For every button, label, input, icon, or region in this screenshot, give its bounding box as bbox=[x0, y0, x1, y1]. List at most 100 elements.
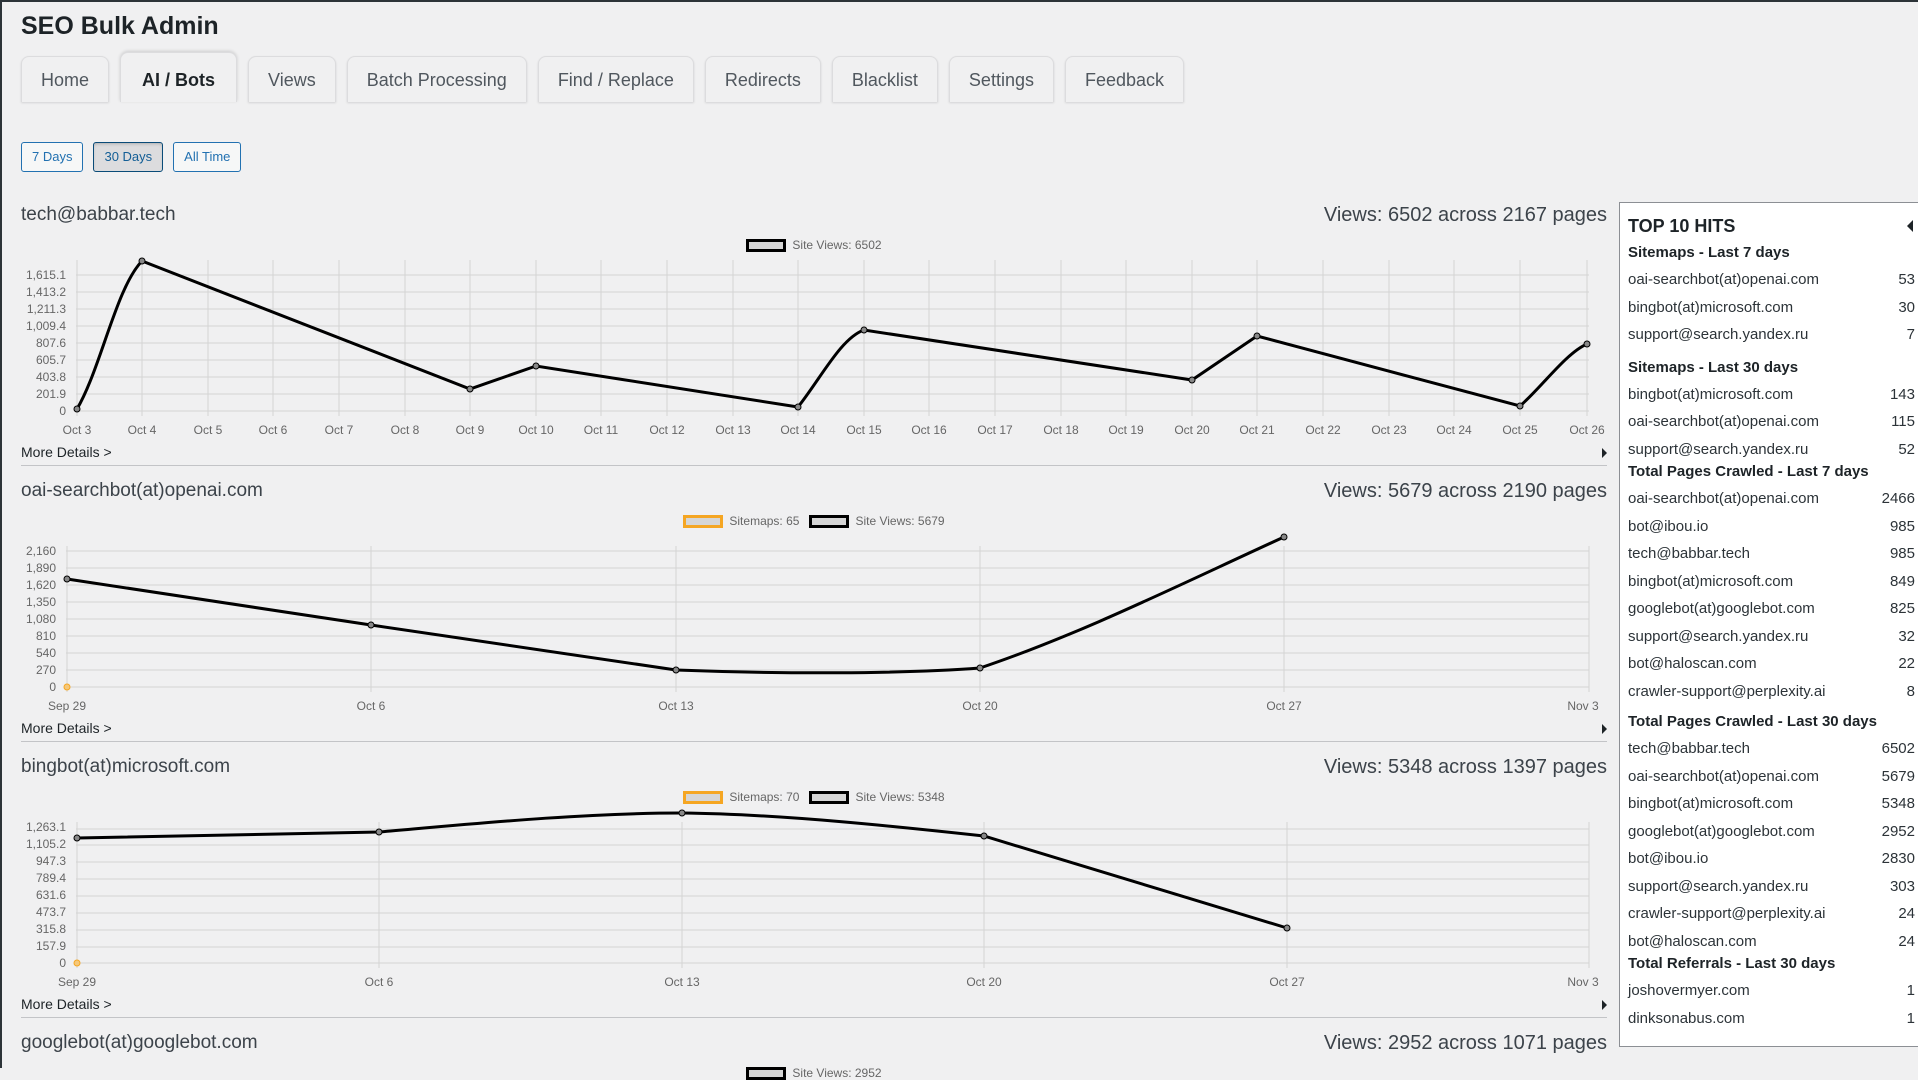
tab-redirects[interactable]: Redirects bbox=[704, 56, 821, 102]
range-7-days-button[interactable]: 7 Days bbox=[21, 142, 84, 172]
item-name: bingbot(at)microsoft.com bbox=[1628, 298, 1794, 316]
svg-text:Oct 13: Oct 13 bbox=[664, 975, 700, 989]
svg-text:1,890: 1,890 bbox=[26, 561, 56, 575]
item-name: support@search.yandex.ru bbox=[1628, 627, 1809, 645]
chart-legend: Sitemaps: 70 Site Views: 5348 bbox=[21, 790, 1607, 804]
legend-swatch bbox=[809, 790, 850, 804]
svg-text:Oct 3: Oct 3 bbox=[63, 423, 92, 437]
grid bbox=[76, 822, 1590, 968]
item-name: bingbot(at)microsoft.com bbox=[1628, 572, 1794, 590]
svg-text:1,009.4: 1,009.4 bbox=[26, 319, 66, 333]
svg-text:Oct 4: Oct 4 bbox=[128, 423, 157, 437]
y-axis-labels: 0 157.9 315.8 473.7 631.6 789.4 947.3 1,105.2 1,… bbox=[26, 820, 66, 970]
svg-text:Oct 21: Oct 21 bbox=[1239, 423, 1275, 437]
chart-legend: Site Views: 2952 bbox=[21, 1066, 1607, 1080]
item-name: oai-searchbot(at)openai.com bbox=[1628, 271, 1819, 288]
tab-settings[interactable]: Settings bbox=[948, 56, 1054, 102]
svg-text:Oct 15: Oct 15 bbox=[846, 423, 882, 437]
bot-stats: Views: 5679 across 2190 pages bbox=[1323, 480, 1607, 502]
item-name: tech@babbar.tech bbox=[1628, 545, 1750, 562]
chart-legend: Site Views: 6502 bbox=[21, 238, 1607, 252]
chart-legend: Sitemaps: 65 Site Views: 5679 bbox=[21, 514, 1607, 528]
bot-section: googlebot(at)googlebot.com Views: 2952 a… bbox=[21, 1032, 1607, 1080]
svg-text:473.7: 473.7 bbox=[36, 905, 66, 919]
legend-label: Site Views: 5348 bbox=[855, 790, 945, 804]
tab-home[interactable]: Home bbox=[21, 56, 110, 102]
list-item: crawler-support@perplexity.ai 24 bbox=[1628, 900, 1918, 928]
svg-text:157.9: 157.9 bbox=[36, 939, 66, 953]
item-value: 115 bbox=[1891, 413, 1915, 430]
data-points bbox=[73, 809, 1291, 932]
tab-batch-processing[interactable]: Batch Processing bbox=[346, 56, 527, 102]
list-item: bingbot(at)microsoft.com 143 bbox=[1628, 381, 1918, 409]
item-value: 1 bbox=[1906, 1009, 1915, 1027]
tab-find-replace[interactable]: Find / Replace bbox=[537, 56, 694, 102]
svg-text:Oct 23: Oct 23 bbox=[1371, 423, 1407, 437]
item-value: 32 bbox=[1898, 627, 1915, 645]
item-name: bingbot(at)microsoft.com bbox=[1628, 385, 1794, 403]
list-item: bot@ibou.io 2830 bbox=[1628, 845, 1918, 873]
legend-item-sitemaps[interactable]: Sitemaps: 70 bbox=[683, 790, 799, 804]
legend-item-site-views[interactable]: Site Views: 2952 bbox=[746, 1066, 882, 1080]
legend-swatch bbox=[746, 1066, 787, 1080]
legend-label: Sitemaps: 65 bbox=[729, 514, 800, 528]
legend-item-site-views[interactable]: Site Views: 5348 bbox=[809, 790, 945, 804]
list-item: bot@ibou.io 985 bbox=[1628, 513, 1918, 541]
svg-text:Oct 10: Oct 10 bbox=[518, 423, 554, 437]
list-item: bot@haloscan.com 24 bbox=[1628, 928, 1918, 956]
svg-text:Oct 9: Oct 9 bbox=[456, 423, 485, 437]
more-details-link[interactable]: More Details > bbox=[21, 444, 112, 460]
svg-text:270: 270 bbox=[36, 663, 56, 677]
bot-stats: Views: 5348 across 1397 pages bbox=[1323, 756, 1607, 778]
tab-blacklist[interactable]: Blacklist bbox=[831, 56, 938, 102]
expand-arrow-icon[interactable] bbox=[1602, 724, 1607, 734]
list-item: bingbot(at)microsoft.com 849 bbox=[1628, 568, 1918, 596]
svg-text:Oct 6: Oct 6 bbox=[259, 423, 288, 437]
svg-text:1,263.1: 1,263.1 bbox=[26, 820, 66, 834]
expand-arrow-icon[interactable] bbox=[1602, 448, 1607, 458]
svg-text:Oct 20: Oct 20 bbox=[1174, 423, 1210, 437]
legend-item-sitemaps[interactable]: Sitemaps: 65 bbox=[683, 514, 799, 528]
item-value: 1 bbox=[1906, 982, 1915, 999]
legend-swatch bbox=[746, 238, 787, 252]
svg-text:Oct 13: Oct 13 bbox=[658, 699, 694, 713]
item-name: bot@haloscan.com bbox=[1628, 932, 1757, 950]
x-axis-labels: Oct 3 Oct 4 Oct 5 Oct 6 Oct 7 Oct 8 Oct 9 Oct 1… bbox=[63, 423, 1605, 437]
tab-views[interactable]: Views bbox=[248, 56, 336, 102]
svg-text:315.8: 315.8 bbox=[36, 922, 66, 936]
item-value: 2952 bbox=[1881, 822, 1915, 840]
svg-text:1,350: 1,350 bbox=[26, 595, 56, 609]
range-30-days-button[interactable]: 30 Days bbox=[93, 142, 164, 172]
svg-text:1,615.1: 1,615.1 bbox=[26, 268, 66, 282]
more-details-link[interactable]: More Details > bbox=[21, 720, 112, 736]
svg-text:Oct 14: Oct 14 bbox=[780, 423, 816, 437]
more-details-link[interactable]: More Details > bbox=[21, 996, 112, 1012]
sitemaps-point bbox=[73, 959, 81, 967]
list-item: oai-searchbot(at)openai.com 2466 bbox=[1628, 485, 1918, 513]
expand-arrow-icon[interactable] bbox=[1602, 1000, 1607, 1010]
svg-text:Oct 11: Oct 11 bbox=[584, 423, 619, 437]
item-name: support@search.yandex.ru bbox=[1628, 326, 1809, 343]
divider bbox=[21, 741, 1607, 742]
svg-text:Oct 16: Oct 16 bbox=[911, 423, 947, 437]
collapse-arrow-icon[interactable] bbox=[1907, 220, 1913, 232]
item-value: 985 bbox=[1889, 545, 1915, 562]
group-title: Total Pages Crawled - Last 30 days bbox=[1628, 713, 1877, 730]
item-name: bot@ibou.io bbox=[1628, 517, 1709, 535]
legend-item-site-views[interactable]: Site Views: 5679 bbox=[809, 514, 945, 528]
svg-text:Oct 17: Oct 17 bbox=[977, 423, 1013, 437]
svg-text:1,080: 1,080 bbox=[26, 612, 56, 626]
tab-ai-bots[interactable]: AI / Bots bbox=[120, 52, 238, 102]
range-all-time-button[interactable]: All Time bbox=[173, 142, 242, 172]
svg-text:403.8: 403.8 bbox=[36, 370, 66, 384]
line-chart: 0 270 540 810 1,080 1,350 1,620 1,890 2,160 Sep … bbox=[26, 533, 1599, 713]
list-item: bingbot(at)microsoft.com 5348 bbox=[1628, 790, 1918, 818]
svg-text:Oct 22: Oct 22 bbox=[1305, 423, 1341, 437]
list-item: googlebot(at)googlebot.com 825 bbox=[1628, 595, 1918, 623]
svg-text:2,160: 2,160 bbox=[26, 544, 56, 558]
tab-feedback[interactable]: Feedback bbox=[1064, 56, 1185, 102]
legend-swatch bbox=[683, 514, 724, 528]
nav-tabs: Home AI / Bots Views Batch Processing Fi… bbox=[21, 52, 1185, 102]
legend-item-site-views[interactable]: Site Views: 6502 bbox=[746, 238, 882, 252]
legend-label: Site Views: 5679 bbox=[855, 514, 945, 528]
